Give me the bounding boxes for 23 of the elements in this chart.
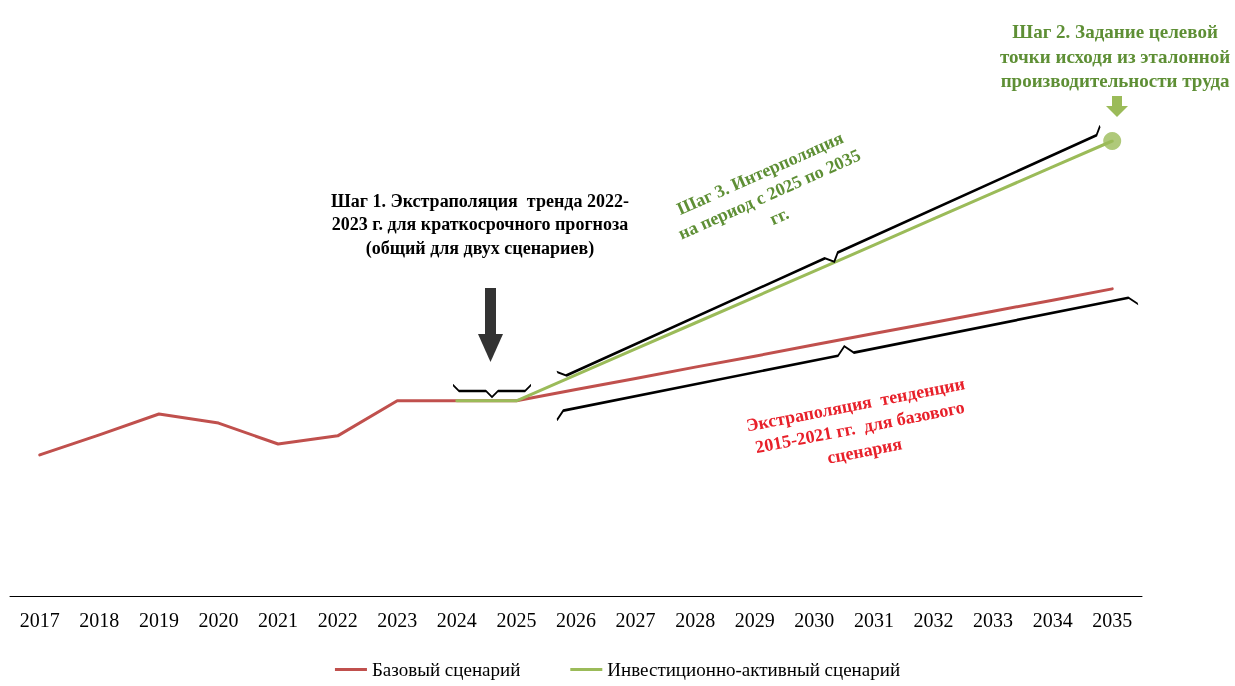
x-tick-label: 2025 bbox=[496, 609, 537, 631]
x-tick-label: 2021 bbox=[258, 609, 299, 631]
annotation: Шаг 1. Экстраполяция тренда 2022- 2023 г. для краткосрочного прогноза (общий для двух сценариев) bbox=[331, 190, 629, 260]
x-tick-label: 2029 bbox=[734, 609, 775, 631]
x-tick-label: 2030 bbox=[794, 609, 835, 631]
legend-label: Инвестиционно-активный сценарий bbox=[607, 659, 901, 680]
x-tick-label: 2035 bbox=[1092, 609, 1133, 631]
x-tick-label: 2023 bbox=[377, 609, 418, 631]
x-tick-label: 2033 bbox=[973, 609, 1014, 631]
x-tick-label: 2022 bbox=[317, 609, 358, 631]
x-tick-label: 2028 bbox=[675, 609, 716, 631]
legend-label: Базовый сценарий bbox=[371, 659, 521, 680]
text: Шаг 2. Задание целевой точки исходя из эталонной производительности труда bbox=[1000, 20, 1231, 94]
x-tick-label: 2018 bbox=[79, 609, 120, 631]
x-tick-label: 2031 bbox=[853, 609, 894, 631]
x-tick-label: 2027 bbox=[615, 609, 656, 631]
x-tick-label: 2034 bbox=[1032, 609, 1073, 631]
x-tick-label: 2017 bbox=[19, 609, 60, 631]
x-tick-label: 2032 bbox=[913, 609, 954, 631]
x-tick-label: 2026 bbox=[556, 609, 596, 631]
x-tick-label: 2024 bbox=[436, 609, 477, 631]
x-tick-label: 2020 bbox=[198, 609, 239, 631]
x-tick-label: 2019 bbox=[138, 609, 179, 631]
